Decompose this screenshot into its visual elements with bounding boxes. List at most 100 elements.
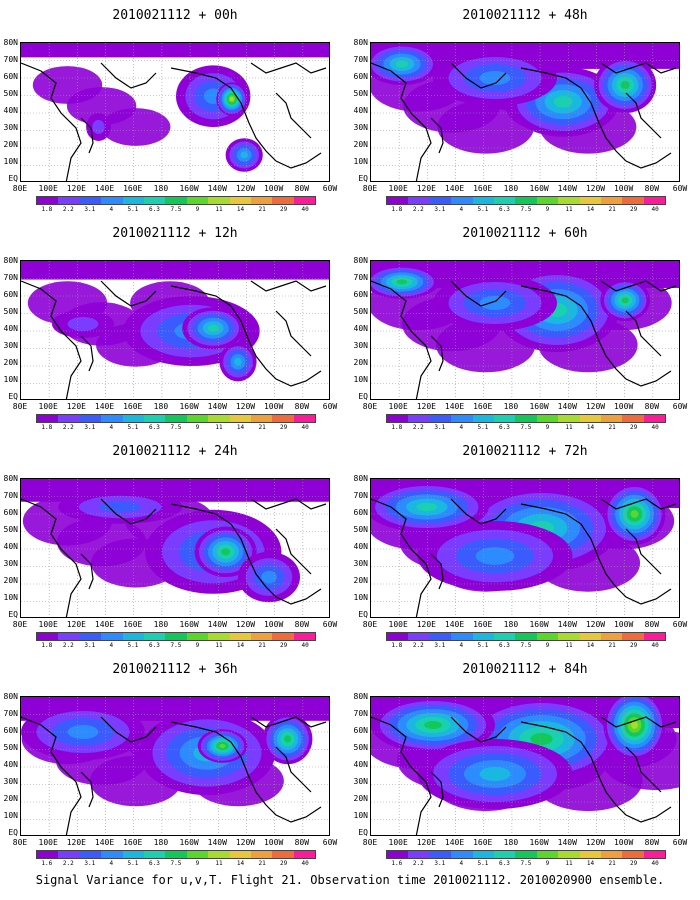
latitude-tick-label: 30N (353, 559, 368, 568)
coastline (80, 335, 94, 372)
colorbar-label: 9 (545, 860, 550, 867)
colorbar-label: 11 (215, 206, 223, 213)
latitude-tick-label: 20N (353, 794, 368, 803)
map-plot (20, 696, 330, 836)
latitude-tick-label: 20N (3, 358, 18, 367)
longitude-tick-label: 80E (362, 620, 378, 629)
colorbar-swatch (408, 633, 430, 640)
latitude-tick-label: 40N (3, 542, 18, 551)
coastline (250, 716, 327, 728)
colorbar-label: 5.1 (127, 642, 139, 649)
colorbar-label: 40 (301, 860, 309, 867)
longitude-tick-label: 60W (322, 838, 338, 847)
latitude-tick-label: EQ (8, 828, 18, 837)
coastline (80, 553, 94, 590)
colorbar-label: 14 (586, 860, 595, 867)
longitude-tick-label: 100W (263, 620, 284, 629)
longitude-tick-label: 120E (66, 620, 86, 629)
colorbar-swatch (451, 197, 473, 204)
coastline (600, 62, 677, 74)
colorbar (36, 414, 316, 423)
colorbar-swatch (643, 197, 666, 204)
longitude-tick-label: 80E (12, 838, 28, 847)
coastline (520, 721, 672, 823)
longitude-tick-label: 80E (12, 402, 28, 411)
longitude-tick-label: 80W (644, 620, 660, 629)
colorbar-swatch (429, 851, 452, 858)
longitude-tick-label: 120W (585, 620, 606, 629)
colorbar-swatch (600, 633, 623, 640)
map-field (21, 261, 329, 399)
colorbar-swatch (579, 633, 601, 640)
longitude-tick-label: 140E (94, 184, 115, 193)
colorbar-label: 6.3 (499, 642, 510, 649)
colorbar-swatch (79, 415, 102, 422)
colorbar-label: 14 (236, 860, 245, 867)
longitude-tick-label: 160E (123, 620, 143, 629)
colorbar-label: 29 (279, 860, 288, 867)
variance-contour (553, 95, 573, 108)
latitude-tick-label: 30N (353, 123, 368, 132)
longitude-tick-label: 140W (207, 838, 227, 847)
colorbar-label: 7.5 (520, 206, 532, 213)
colorbar-label: 1.8 (41, 206, 53, 213)
panel-title: 2010021112 + 48h (462, 8, 588, 23)
colorbar-swatch (37, 633, 59, 640)
colorbar-swatch (272, 851, 294, 858)
colorbar-label: 6.3 (149, 206, 160, 213)
panel-title: 2010021112 + 12h (112, 226, 238, 241)
latitude-tick-label: 60N (353, 508, 368, 517)
colorbar-swatch (579, 197, 601, 204)
colorbar-label: 14 (236, 642, 245, 649)
colorbar-label: 4 (459, 642, 464, 649)
colorbar-swatch (515, 197, 537, 204)
longitude-tick-label: 140W (207, 402, 227, 411)
longitude-tick-label: 160W (179, 402, 199, 411)
colorbar-label: 5.1 (477, 206, 489, 213)
longitude-tick-label: 160W (179, 838, 199, 847)
variance-contour (479, 296, 511, 310)
coastline (100, 62, 157, 89)
longitude-tick-label: 140W (207, 184, 227, 193)
colorbar-label: 21 (258, 860, 266, 867)
longitude-tick-label: 100E (388, 620, 408, 629)
variance-contour (479, 767, 511, 781)
latitude-tick-label: 30N (3, 559, 18, 568)
colorbar-label: 5.1 (477, 642, 489, 649)
colorbar-swatch (408, 197, 430, 204)
colorbar-swatch (208, 197, 230, 204)
coastline (250, 498, 327, 510)
colorbar-label: 5.1 (127, 424, 139, 431)
longitude-tick-label: 160E (473, 402, 493, 411)
colorbar-label: 7.5 (520, 642, 532, 649)
colorbar-labels: 1.8 2.2 3.1 4 5.1 6.3 7.5 9 11 14 21 29 40 (386, 206, 666, 216)
colorbar-swatch (229, 197, 251, 204)
longitude-axis: 80E 100E 120E 140E 160E 180 160W 140W 120W 100W 80… (363, 620, 687, 630)
colorbar-swatch (208, 851, 230, 858)
coastline (450, 498, 507, 525)
colorbar-swatch (37, 197, 59, 204)
colorbar-swatch (579, 851, 601, 858)
colorbar-swatch (229, 415, 251, 422)
panel-title: 2010021112 + 36h (112, 662, 238, 677)
colorbar-label: 1.8 (391, 206, 403, 213)
longitude-tick-label: 60W (672, 838, 688, 847)
longitude-tick-label: 80E (362, 402, 378, 411)
latitude-tick-label: 20N (3, 576, 18, 585)
latitude-tick-label: 10N (353, 375, 368, 384)
longitude-tick-label: 120E (416, 838, 436, 847)
longitude-tick-label: 180 (153, 620, 169, 629)
latitude-tick-label: 20N (3, 794, 18, 803)
colorbar-swatch (37, 415, 59, 422)
coastline (100, 280, 157, 307)
colorbar-swatch (293, 415, 316, 422)
longitude-tick-label: 120W (585, 184, 606, 193)
coastline (21, 498, 82, 617)
latitude-tick-label: 30N (3, 123, 18, 132)
variance-contour (631, 721, 638, 729)
colorbar (386, 850, 666, 859)
colorbar-label: 9 (195, 642, 200, 649)
map-panel-00h: 2010021112 + 00h 80N 70N 60N 50N 40N 30N 20N 10… (0, 0, 350, 225)
longitude-tick-label: 100W (613, 184, 634, 193)
colorbar-swatch (536, 415, 559, 422)
